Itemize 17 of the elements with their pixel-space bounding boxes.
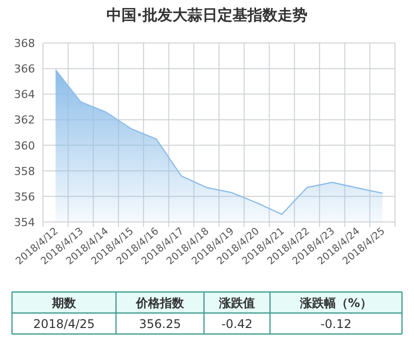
text: -0.12 xyxy=(320,317,352,331)
text: 期数 xyxy=(51,296,77,310)
y-tick-label: 360 xyxy=(14,139,35,152)
text: 2018/4/25 xyxy=(33,317,95,331)
y-tick-label: 358 xyxy=(14,164,35,178)
y-tick-label: 368 xyxy=(14,37,35,50)
text: 涨跌值 xyxy=(218,296,255,310)
y-tick-label: 366 xyxy=(14,62,35,76)
text: -0.42 xyxy=(221,317,253,331)
text: 价格指数 xyxy=(135,296,185,310)
y-tick-label: 356 xyxy=(14,190,35,204)
text: 356.25 xyxy=(139,317,181,331)
y-tick-label: 364 xyxy=(14,88,35,102)
y-tick-label: 362 xyxy=(14,114,35,127)
chart-title: 中国·批发大蒜日定基指数走势 xyxy=(106,6,308,24)
y-tick-label: 354 xyxy=(14,216,35,229)
text: 涨跌幅（%） xyxy=(298,296,372,310)
